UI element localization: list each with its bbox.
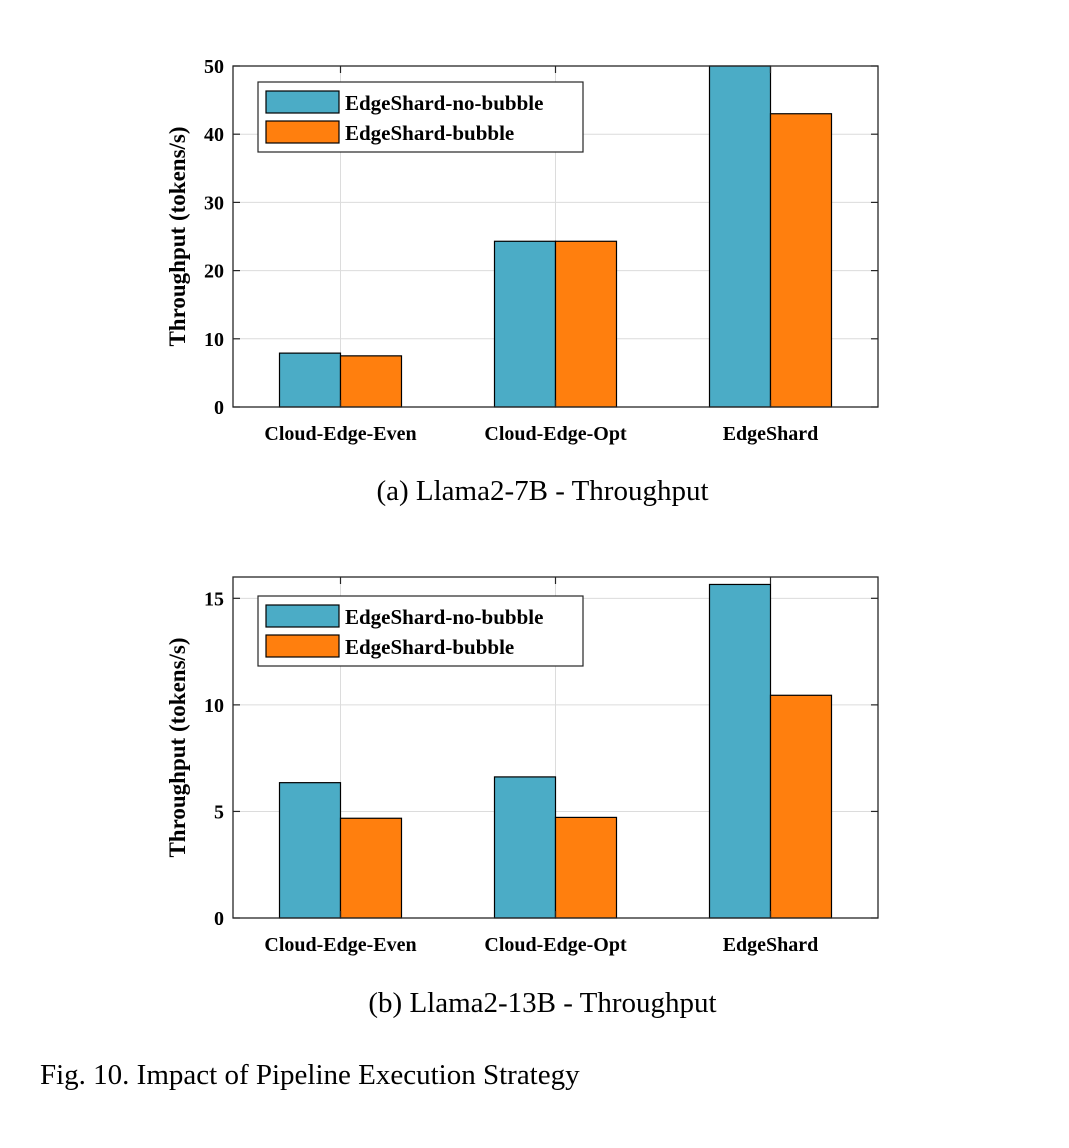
legend-label-edgeshard-no-bubble: EdgeShard-no-bubble	[345, 605, 543, 629]
y-tick-label: 40	[204, 124, 224, 146]
bar-edgeshard-bubble-cloud-edge-opt	[554, 816, 618, 919]
chart-a: 0 10 20 30 40 50 Cloud-Edge-Even Cloud-Edge-Opt…	[165, 56, 879, 507]
subfigure-caption: (a) Llama2-7B - Throughput	[376, 475, 708, 507]
legend-label-edgeshard-bubble: EdgeShard-bubble	[345, 121, 514, 145]
legend-swatch-edgeshard-no-bubble	[265, 90, 340, 114]
legend-swatch-edgeshard-bubble	[265, 634, 340, 658]
y-axis-label: Throughput (tokens/s)	[165, 126, 190, 346]
legend-swatch-edgeshard-bubble	[265, 120, 340, 144]
y-tick-label: 50	[204, 56, 224, 78]
x-tick-label: EdgeShard	[723, 423, 819, 445]
bar-edgeshard-no-bubble-cloud-edge-opt	[493, 776, 557, 919]
legend-swatch-edgeshard-no-bubble	[265, 604, 340, 628]
y-tick-label: 10	[204, 695, 224, 717]
legend-label-edgeshard-no-bubble: EdgeShard-no-bubble	[345, 91, 543, 115]
bar-edgeshard-no-bubble-cloud-edge-opt	[493, 240, 557, 408]
bar-edgeshard-bubble-edgeshard	[769, 113, 833, 408]
chart-b: 0 5 10 15 Cloud-Edge-Even Cloud-Edge-Opt EdgeS…	[165, 576, 879, 1019]
y-tick-label: 20	[204, 261, 224, 283]
figure-caption: Fig. 10. Impact of Pipeline Execution St…	[40, 1059, 580, 1091]
legend: EdgeShard-no-bubble EdgeShard-bubble	[257, 595, 584, 667]
y-tick-label: 0	[214, 397, 224, 419]
bar-edgeshard-bubble-cloud-edge-even	[339, 355, 403, 408]
y-tick-label: 30	[204, 192, 224, 214]
bar-edgeshard-no-bubble-cloud-edge-even	[278, 782, 342, 919]
x-tick-label: Cloud-Edge-Even	[264, 934, 416, 956]
x-tick-label: Cloud-Edge-Opt	[484, 423, 627, 445]
y-tick-label: 10	[204, 329, 224, 351]
y-tick-label: 15	[204, 588, 224, 610]
legend: EdgeShard-no-bubble EdgeShard-bubble	[257, 81, 584, 153]
bar-edgeshard-bubble-edgeshard	[769, 694, 833, 919]
bar-edgeshard-no-bubble-cloud-edge-even	[278, 352, 342, 408]
bar-edgeshard-bubble-cloud-edge-opt	[554, 240, 618, 408]
x-tick-label: Cloud-Edge-Even	[264, 423, 416, 445]
y-tick-label: 0	[214, 908, 224, 930]
legend-label-edgeshard-bubble: EdgeShard-bubble	[345, 635, 514, 659]
y-tick-label: 5	[214, 801, 224, 823]
y-axis-label: Throughput (tokens/s)	[165, 637, 190, 857]
bar-edgeshard-no-bubble-edgeshard	[708, 65, 772, 408]
subfigure-caption: (b) Llama2-13B - Throughput	[368, 987, 716, 1019]
x-tick-label: Cloud-Edge-Opt	[484, 934, 627, 956]
bar-edgeshard-bubble-cloud-edge-even	[339, 817, 403, 919]
bar-edgeshard-no-bubble-edgeshard	[708, 583, 772, 919]
x-tick-label: EdgeShard	[723, 934, 819, 956]
